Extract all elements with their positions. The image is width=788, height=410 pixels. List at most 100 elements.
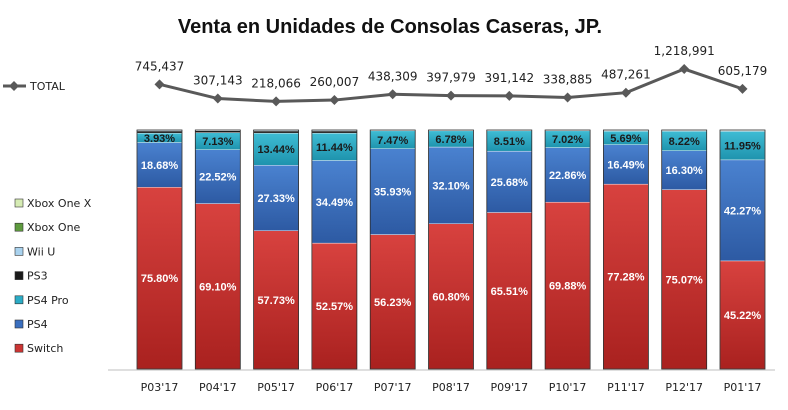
legend-item-ps3: PS3 [14,270,48,283]
x-tick-label: P07'17 [374,381,412,394]
bar-segment-ps4 [486,150,532,213]
bar-outline [719,129,766,370]
x-tick-label: P06'17 [316,381,354,394]
data-label-switch: 65.51% [491,286,529,298]
total-marker [737,83,748,94]
legend-item-xbox-one-x: Xbox One X [14,197,92,210]
legend-label: PS4 Pro [27,294,69,307]
data-label-ps4: 16.49% [607,159,645,171]
legend-label: Xbox One [27,221,81,234]
legend: TOTAL Xbox One X Xbox One Wii U PS3 PS4 Pro PS… [3,80,92,355]
bar-segment-ps4 [253,165,299,231]
data-label-ps4: 16.30% [666,165,704,177]
bar-segment-switch [370,234,416,370]
total-line-layer: 745,437 307,143 218,066 260,007 438,309 397,9… [135,44,768,107]
data-label-ps4: 34.49% [316,197,354,209]
bar-stack-p01-17: 45.22% 42.27% 11.95% [719,129,766,370]
total-marker [387,89,398,100]
bar-segment-ps4 [370,148,416,235]
bar-segment-switch [195,203,241,370]
bar-outline [544,129,591,370]
bar-outline [603,129,649,370]
total-value-label: 260,007 [310,75,360,89]
chart-title: Venta en Unidades de Consolas Caseras, J… [178,16,602,38]
data-label-ps4: 22.86% [549,170,587,182]
bar-outline [253,129,300,370]
data-label-ps4: 18.68% [141,160,179,172]
data-label-ps4-pro: 8.22% [669,136,700,148]
x-tick-label: P01'17 [724,381,762,394]
x-tick-label: P11'17 [607,381,645,394]
bar-segment-ps3 [253,130,299,134]
data-label-switch: 75.07% [666,274,704,286]
bar-outline [428,129,474,370]
data-label-switch: 75.80% [141,273,179,285]
data-label-ps4-pro: 7.02% [552,134,583,146]
legend-swatch [14,271,24,280]
legend-item-xbox-one: Xbox One [14,221,81,234]
x-tick-label: P03'17 [141,381,179,394]
legend-marker-swatch [9,81,19,91]
x-tick-label: P04'17 [199,381,237,394]
bar-segment-ps4 [136,142,183,188]
bar-stack-p07-17: 56.23% 35.93% 7.47% [369,129,416,370]
total-marker [329,95,340,106]
legend-swatch [14,247,24,256]
bar-segment-ps4 [195,149,241,204]
data-label-switch: 57.73% [257,295,295,307]
x-tick-label: P09'17 [490,381,528,394]
bar-segment-ps4 [428,146,474,224]
total-value-label: 605,179 [718,64,768,78]
total-marker [504,90,515,101]
bars-layer: 75.80% 18.68% 3.93% 69.10% 22.52% 7.13% 57.73%… [136,129,766,370]
data-label-switch: 60.80% [432,291,470,303]
total-value-label: 1,218,991 [654,44,715,58]
data-label-ps4-pro: 3.93% [144,133,175,145]
bar-stack-p06-17: 52.57% 34.49% 11.44% [311,129,358,370]
total-marker [212,93,223,104]
data-label-ps4: 27.33% [257,193,295,205]
data-label-ps4-pro: 7.13% [202,136,233,148]
data-label-ps4: 22.52% [199,172,237,184]
legend-swatch [14,222,24,232]
total-marker [562,92,573,103]
data-label-switch: 77.28% [607,272,645,284]
bar-segment-ps3 [195,130,241,133]
data-label-ps4-pro: 11.95% [724,141,761,153]
bar-segment-ps3 [136,130,183,134]
legend-item-wii-u: Wii U [14,245,55,258]
total-value-label: 391,142 [484,71,534,85]
bar-outline [194,129,241,370]
data-label-switch: 69.10% [199,281,237,293]
legend-item-switch: Switch [14,342,63,355]
total-marker [271,96,282,107]
data-label-ps4: 25.68% [491,177,529,189]
bar-outline [369,129,416,370]
bar-segment-switch [486,212,532,370]
bar-segment-switch [311,242,358,370]
bar-segment-switch [253,230,299,370]
legend-item-total: TOTAL [3,80,66,93]
legend-label: Switch [27,342,63,355]
bar-outline [486,129,533,370]
data-label-ps4-pro: 6.78% [435,134,466,146]
bar-segment-switch [544,201,591,370]
bar-segment-ps3 [311,130,358,134]
bar-segment-ps4-pro [719,131,766,161]
bar-stack-p10-17: 69.88% 22.86% 7.02% [544,129,591,370]
bar-stack-p11-17: 77.28% 16.49% 5.69% [603,129,649,370]
legend-label: PS4 [27,318,48,331]
total-value-label: 397,979 [426,71,476,85]
bar-stack-p12-17: 75.07% 16.30% 8.22% [661,129,708,370]
data-label-switch: 69.88% [549,281,587,293]
data-label-ps4: 35.93% [374,187,412,199]
bar-segment-ps4 [661,150,707,190]
total-marker [154,79,165,90]
bar-stack-p08-17: 60.80% 32.10% 6.78% [428,129,474,370]
bar-segment-switch [428,223,474,370]
bar-outline [311,129,358,370]
bar-stack-p04-17: 69.10% 22.52% 7.13% [194,129,241,370]
legend-label: Wii U [27,245,55,258]
legend-label: PS3 [27,270,48,283]
